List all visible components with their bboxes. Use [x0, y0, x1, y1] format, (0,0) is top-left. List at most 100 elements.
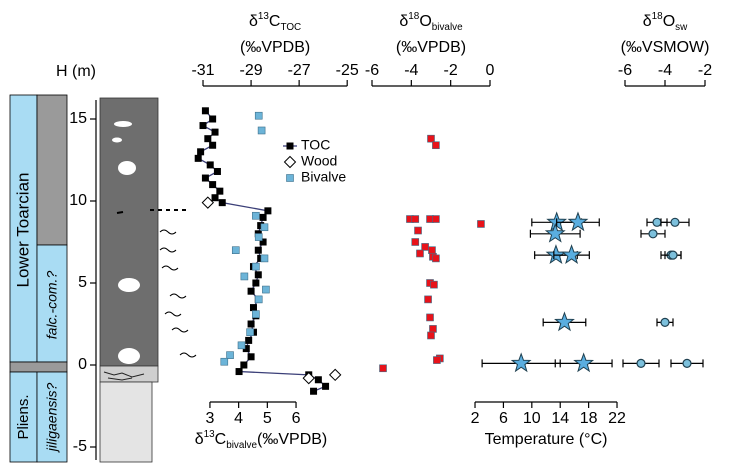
marker: [260, 223, 269, 232]
marker: [252, 279, 260, 287]
y-axis-title: H (m): [56, 63, 96, 80]
marker: [432, 254, 440, 263]
marker: [427, 331, 435, 340]
marker: [424, 295, 432, 304]
marker: [328, 368, 342, 382]
marker: [194, 154, 202, 162]
marker: [636, 358, 646, 368]
marker: [201, 174, 209, 182]
x-tick-label: -29: [240, 62, 263, 79]
marker: [432, 215, 440, 223]
mass-number: 18: [652, 11, 664, 22]
marker: [246, 328, 254, 337]
marker: [245, 336, 253, 344]
stage-box: [9, 94, 38, 363]
x-tick-label: -25: [336, 62, 359, 79]
marker: [430, 280, 438, 289]
legend-marker: [283, 155, 297, 169]
delta: δ: [249, 13, 258, 30]
fossil: [116, 211, 124, 214]
marker: [545, 244, 567, 265]
element: O: [419, 13, 431, 30]
lithology-detail: [103, 371, 145, 381]
marker: [429, 325, 437, 333]
x-tick-label: -6: [618, 62, 632, 79]
marker: [648, 229, 658, 239]
bioturbation: [159, 229, 197, 358]
marker: [209, 141, 217, 149]
marker: [209, 181, 217, 189]
marker: [213, 167, 221, 175]
axis-unit: (‰VPDB): [396, 39, 466, 56]
marker: [259, 238, 267, 246]
x2-tick-label: 10: [523, 410, 541, 427]
marker: [252, 310, 260, 318]
marker: [573, 352, 595, 373]
marker: [668, 250, 678, 260]
marker: [254, 295, 263, 304]
subscript: bivalve: [432, 22, 463, 33]
zone-box: [36, 94, 68, 246]
marker: [252, 262, 260, 271]
subscript: bivalve: [226, 440, 257, 451]
marker: [211, 128, 219, 136]
marker: [554, 311, 575, 332]
marker: [247, 287, 255, 295]
marker: [242, 345, 250, 353]
stage-label: Lower Toarcian: [13, 173, 32, 288]
axis-title: Temperature (°C): [485, 431, 608, 448]
stage-box: [9, 371, 38, 463]
marker: [264, 207, 272, 215]
marker: [240, 272, 249, 281]
mass-number: 13: [204, 429, 216, 440]
marker: [302, 371, 315, 385]
fossil: [112, 137, 122, 143]
mass-number: 13: [258, 11, 270, 22]
marker: [252, 211, 260, 220]
marker: [247, 320, 255, 328]
marker: [199, 122, 207, 130]
fossil: [118, 278, 140, 292]
marker: [416, 249, 424, 258]
marker: [211, 194, 219, 202]
y-tick-label: 10: [69, 192, 87, 209]
marker: [260, 254, 269, 263]
marker: [247, 353, 255, 361]
marker: [411, 238, 420, 246]
marker: [254, 271, 262, 279]
axis-unit: (‰VPDB): [240, 39, 310, 56]
marker: [226, 351, 234, 359]
delta: δ: [195, 431, 204, 448]
marker: [670, 217, 680, 227]
marker: [477, 220, 485, 228]
marker: [314, 376, 322, 384]
x-tick-label: -27: [288, 62, 311, 79]
marker: [433, 356, 441, 364]
marker: [322, 382, 330, 390]
x-tick-label: -6: [365, 62, 379, 79]
element: C: [215, 431, 227, 448]
x2-tick-label: 6: [292, 410, 301, 427]
marker: [510, 352, 532, 373]
axis-title: δ13Cbivalve(‰VPDB): [195, 429, 328, 451]
lithology-marl: [99, 381, 153, 463]
x2-tick-label: 5: [263, 410, 272, 427]
x2-tick-label: 2: [471, 410, 480, 427]
fossil: [118, 161, 136, 175]
marker: [254, 233, 263, 241]
unit: (‰VPDB): [257, 431, 327, 448]
axis-unit: (‰VSMOW): [621, 39, 710, 56]
marker: [254, 111, 263, 120]
x2-tick-label: 14: [551, 410, 569, 427]
marker: [411, 215, 420, 223]
x2-tick-label: 18: [580, 410, 598, 427]
x2-tick-label: 6: [499, 410, 508, 427]
x2-tick-label: 4: [234, 410, 243, 427]
lithology-transition: [99, 365, 159, 383]
marker: [379, 364, 387, 373]
marker: [220, 357, 229, 366]
marker: [682, 358, 692, 368]
marker: [426, 313, 434, 322]
marker: [235, 368, 243, 376]
